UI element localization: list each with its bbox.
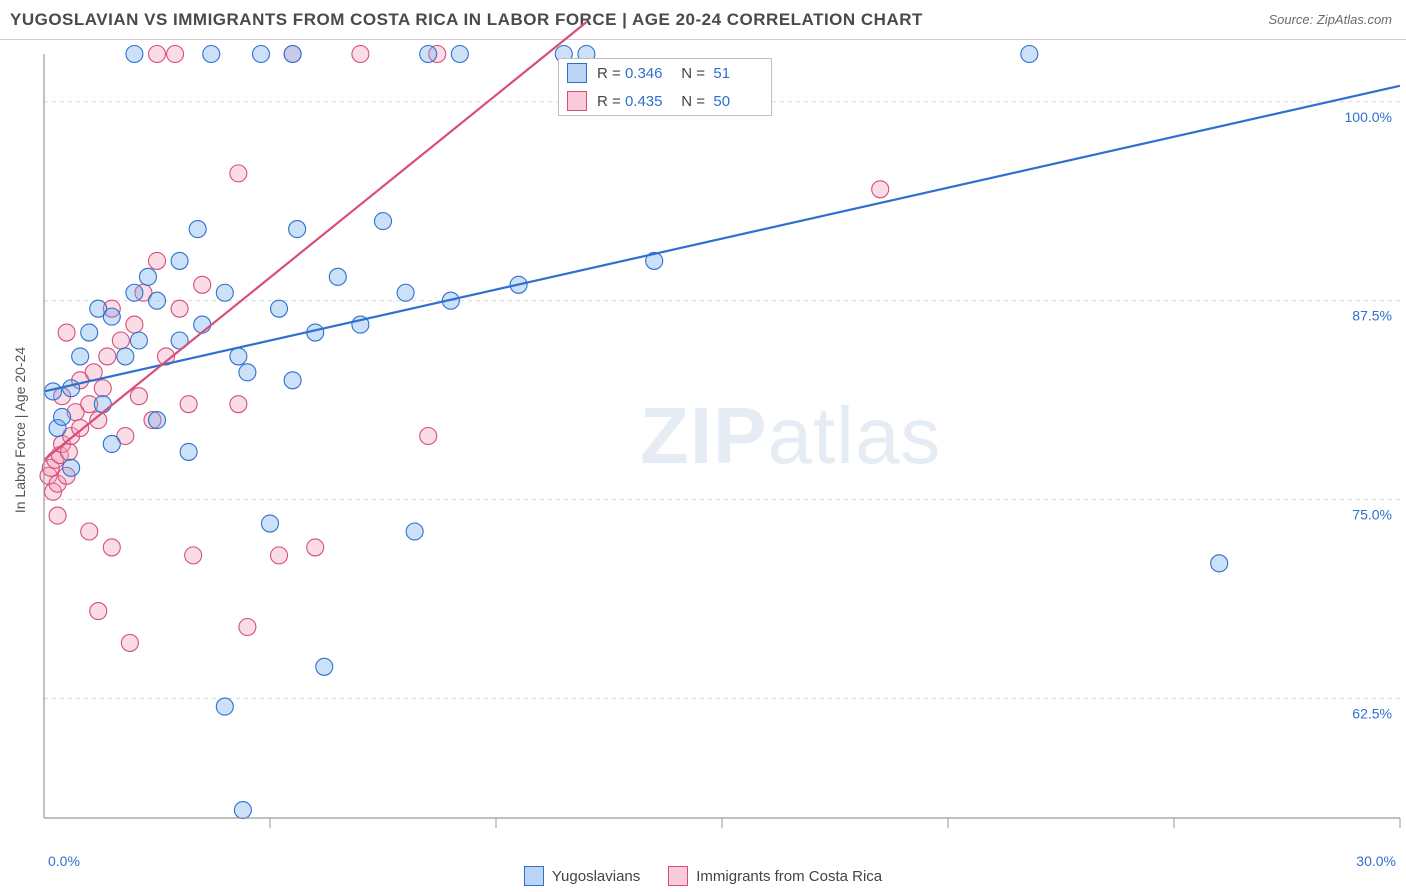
data-point bbox=[216, 284, 233, 301]
data-point bbox=[63, 380, 80, 397]
data-point bbox=[121, 634, 138, 651]
data-point bbox=[239, 619, 256, 636]
data-point bbox=[81, 324, 98, 341]
data-point bbox=[139, 268, 156, 285]
data-point bbox=[230, 396, 247, 413]
data-point bbox=[90, 603, 107, 620]
data-point bbox=[216, 698, 233, 715]
series-legend: Yugoslavians Immigrants from Costa Rica bbox=[0, 866, 1406, 886]
data-point bbox=[126, 316, 143, 333]
data-point bbox=[194, 316, 211, 333]
data-point bbox=[451, 46, 468, 63]
data-point bbox=[103, 308, 120, 325]
data-point bbox=[130, 388, 147, 405]
data-point bbox=[130, 332, 147, 349]
data-point bbox=[271, 547, 288, 564]
data-point bbox=[112, 332, 129, 349]
data-point bbox=[271, 300, 288, 317]
data-point bbox=[180, 396, 197, 413]
data-point bbox=[289, 221, 306, 238]
data-point bbox=[72, 348, 89, 365]
data-point bbox=[284, 372, 301, 389]
data-point bbox=[167, 46, 184, 63]
data-point bbox=[872, 181, 889, 198]
data-point bbox=[81, 523, 98, 540]
data-point bbox=[194, 276, 211, 293]
data-point bbox=[185, 547, 202, 564]
legend-row: R = 0.435 N = 50 bbox=[559, 87, 771, 115]
data-point bbox=[94, 396, 111, 413]
y-tick-label: 100.0% bbox=[1345, 109, 1392, 125]
data-point bbox=[316, 658, 333, 675]
legend-row: R = 0.346 N = 51 bbox=[559, 59, 771, 87]
y-tick-label: 75.0% bbox=[1352, 507, 1392, 523]
data-point bbox=[1211, 555, 1228, 572]
data-point bbox=[149, 46, 166, 63]
y-tick-label: 87.5% bbox=[1352, 308, 1392, 324]
data-point bbox=[103, 435, 120, 452]
data-point bbox=[63, 459, 80, 476]
data-point bbox=[126, 284, 143, 301]
trend-line bbox=[44, 86, 1400, 392]
data-point bbox=[307, 539, 324, 556]
legend-label: Yugoslavians bbox=[552, 868, 640, 885]
data-point bbox=[239, 364, 256, 381]
data-point bbox=[420, 46, 437, 63]
data-point bbox=[99, 348, 116, 365]
data-point bbox=[149, 412, 166, 429]
data-point bbox=[284, 46, 301, 63]
data-point bbox=[54, 408, 71, 425]
data-point bbox=[375, 213, 392, 230]
legend-item: Yugoslavians bbox=[524, 866, 640, 886]
scatter-chart: 62.5%75.0%87.5%100.0%0.0%30.0% bbox=[0, 0, 1406, 892]
data-point bbox=[117, 348, 134, 365]
data-point bbox=[180, 443, 197, 460]
legend-stats: R = 0.435 N = 50 bbox=[597, 93, 761, 110]
data-point bbox=[397, 284, 414, 301]
legend-swatch bbox=[567, 91, 587, 111]
data-point bbox=[230, 165, 247, 182]
legend-item: Immigrants from Costa Rica bbox=[668, 866, 882, 886]
data-point bbox=[72, 420, 89, 437]
data-point bbox=[252, 46, 269, 63]
data-point bbox=[234, 802, 251, 819]
data-point bbox=[103, 539, 120, 556]
legend-swatch bbox=[668, 866, 688, 886]
y-tick-label: 62.5% bbox=[1352, 706, 1392, 722]
data-point bbox=[171, 300, 188, 317]
data-point bbox=[49, 507, 66, 524]
data-point bbox=[126, 46, 143, 63]
legend-swatch bbox=[524, 866, 544, 886]
data-point bbox=[149, 252, 166, 269]
data-point bbox=[420, 428, 437, 445]
data-point bbox=[1021, 46, 1038, 63]
trend-line bbox=[44, 22, 586, 460]
legend-stats: R = 0.346 N = 51 bbox=[597, 65, 761, 82]
data-point bbox=[406, 523, 423, 540]
data-point bbox=[94, 380, 111, 397]
data-point bbox=[171, 252, 188, 269]
data-point bbox=[352, 46, 369, 63]
data-point bbox=[149, 292, 166, 309]
legend-label: Immigrants from Costa Rica bbox=[696, 868, 882, 885]
stats-legend: R = 0.346 N = 51 R = 0.435 N = 50 bbox=[558, 58, 772, 116]
data-point bbox=[58, 324, 75, 341]
data-point bbox=[189, 221, 206, 238]
legend-swatch bbox=[567, 63, 587, 83]
data-point bbox=[230, 348, 247, 365]
data-point bbox=[262, 515, 279, 532]
data-point bbox=[329, 268, 346, 285]
data-point bbox=[203, 46, 220, 63]
